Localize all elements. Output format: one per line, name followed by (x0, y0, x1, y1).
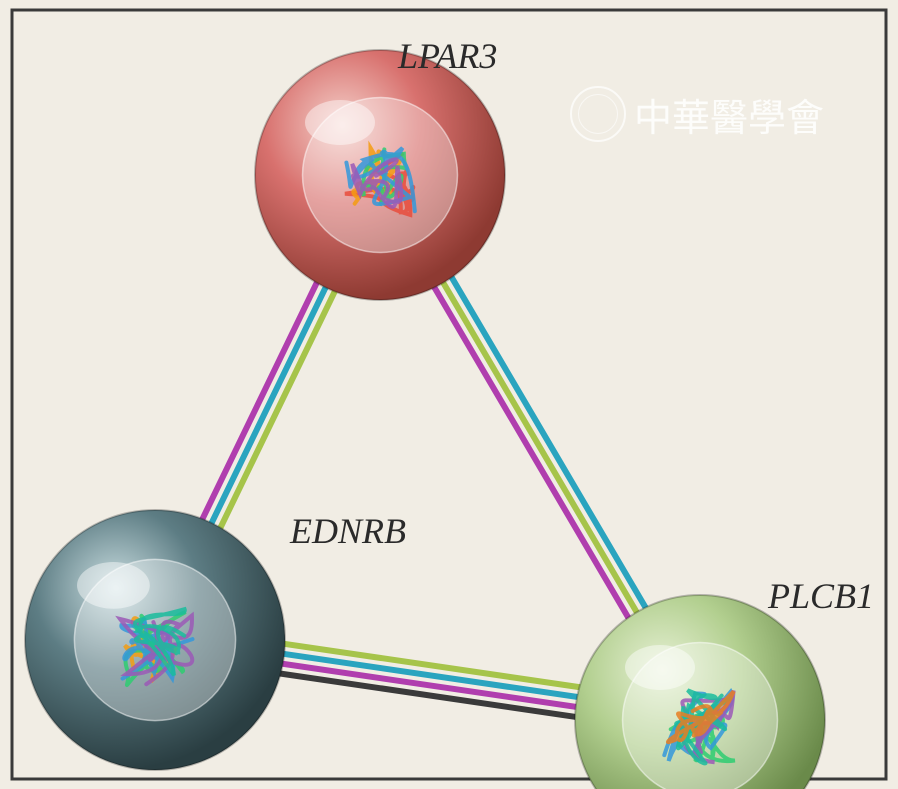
watermark-text: 中華醫學會 (634, 87, 824, 142)
node-label-EDNRB: EDNRB (290, 510, 406, 552)
watermark-seal-icon (570, 86, 626, 142)
node-label-LPAR3: LPAR3 (398, 35, 497, 77)
node-label-PLCB1: PLCB1 (768, 575, 874, 617)
node-EDNRB (25, 510, 285, 770)
node-LPAR3 (255, 50, 505, 300)
watermark: 中華醫學會 (570, 86, 824, 142)
